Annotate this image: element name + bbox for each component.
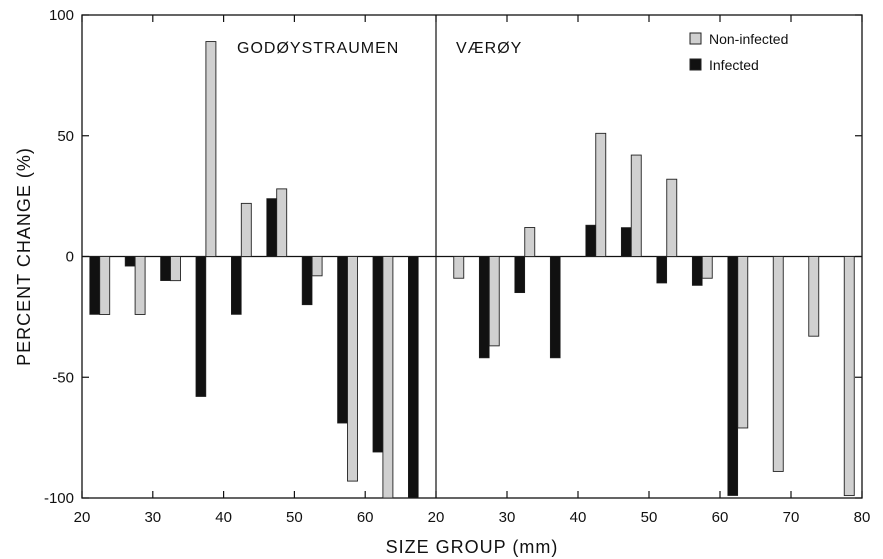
infected-bar	[124, 256, 136, 267]
panel-title: GODØYSTRAUMEN	[237, 40, 399, 57]
infected-bar	[89, 256, 100, 315]
y-axis-title: PERCENT CHANGE (%)	[14, 147, 34, 366]
legend-label: Infected	[709, 57, 759, 73]
infected-bar	[691, 256, 703, 286]
non-infected-bar	[134, 256, 146, 315]
x-tick-label: 30	[144, 509, 161, 526]
y-tick-label: 0	[66, 249, 74, 266]
y-tick-label: -100	[44, 490, 74, 507]
non-infected-bar	[701, 256, 713, 279]
x-tick-label: 60	[712, 509, 729, 526]
x-axis-title: SIZE GROUP (mm)	[386, 537, 559, 557]
non-infected-bar	[311, 256, 323, 277]
y-tick-label: -50	[52, 369, 74, 386]
non-infected-bar	[843, 256, 855, 497]
x-tick-label: 60	[357, 509, 374, 526]
x-tick-label: 50	[641, 509, 658, 526]
non-infected-bar	[772, 256, 784, 472]
infected-bar	[231, 256, 242, 315]
infected-bar	[337, 256, 348, 424]
infected-bar	[620, 227, 632, 257]
infected-bar	[160, 256, 171, 281]
legend-swatch	[689, 32, 702, 45]
non-infected-bar	[630, 154, 642, 257]
x-tick-label: 20	[74, 509, 91, 526]
legend: Non-infected Infected	[689, 31, 788, 73]
legend-swatch	[689, 58, 702, 71]
x-tick-label: 80	[854, 509, 871, 526]
non-infected-bar	[666, 178, 678, 257]
infected-bar	[549, 256, 561, 359]
non-infected-bar	[240, 202, 252, 257]
infected-bar	[266, 198, 278, 257]
x-tick-label: 40	[215, 509, 232, 526]
infected-bar	[514, 256, 526, 294]
non-infected-bar	[382, 256, 394, 499]
panel-title: VÆRØY	[456, 40, 522, 57]
non-infected-bar	[595, 132, 607, 257]
non-infected-bar	[453, 256, 465, 279]
x-tick-label: 20	[428, 509, 445, 526]
x-tick-label: 70	[783, 509, 800, 526]
x-tick-label: 50	[286, 509, 303, 526]
non-infected-bar	[488, 256, 500, 347]
non-infected-bar	[99, 256, 111, 315]
non-infected-bar	[737, 256, 749, 429]
y-tick-label: 50	[57, 128, 74, 145]
infected-bar	[727, 256, 739, 496]
non-infected-bar	[347, 256, 358, 482]
x-tick-label: 30	[499, 509, 516, 526]
legend-label: Non-infected	[709, 31, 788, 47]
infected-bar	[656, 256, 668, 284]
y-tick-label: 100	[49, 7, 74, 24]
infected-bar	[585, 224, 597, 257]
infected-bar	[478, 256, 490, 359]
non-infected-bar	[524, 227, 536, 257]
infected-bar	[372, 256, 384, 453]
x-tick-label: 40	[570, 509, 587, 526]
infected-bar	[195, 256, 207, 397]
non-infected-bar	[276, 188, 288, 257]
non-infected-bar	[170, 256, 181, 282]
non-infected-bar	[205, 41, 217, 257]
non-infected-bar	[808, 256, 820, 337]
infected-bar	[407, 256, 419, 499]
infected-bar	[301, 256, 313, 306]
